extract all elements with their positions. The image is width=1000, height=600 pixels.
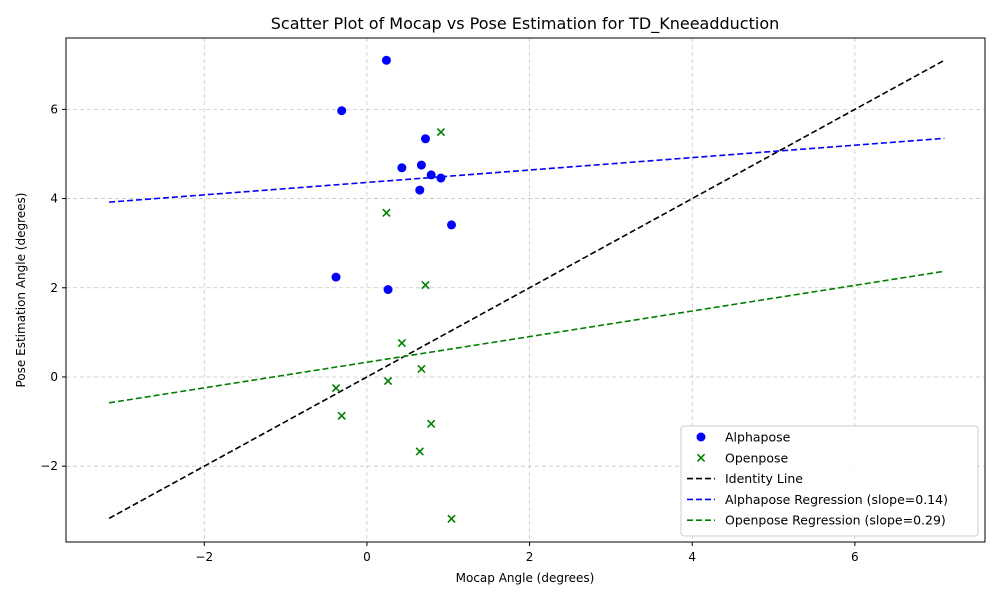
plot-frame bbox=[65, 37, 986, 543]
data-point bbox=[416, 160, 426, 170]
data-point bbox=[331, 272, 341, 282]
y-tick-label: 4 bbox=[50, 192, 58, 206]
marker-stroke bbox=[331, 383, 341, 393]
series-line bbox=[108, 270, 945, 404]
data-point bbox=[415, 185, 425, 195]
data-point bbox=[397, 338, 407, 348]
data-point bbox=[331, 383, 341, 393]
y-axis-label: Pose Estimation Angle (degrees) bbox=[14, 193, 28, 388]
marker-stroke bbox=[436, 127, 446, 137]
data-point bbox=[337, 106, 347, 116]
data-point bbox=[436, 127, 446, 137]
marker-stroke bbox=[337, 411, 346, 420]
axis-ticks: −2 0 2 4 6 −2 0 2 4 6 bbox=[40, 102, 858, 564]
data-point bbox=[382, 208, 391, 218]
data-point bbox=[446, 220, 456, 230]
data-point bbox=[397, 163, 407, 173]
legend-box bbox=[680, 425, 979, 537]
legend-label: Alphapose Regression (slope=0.14) bbox=[725, 492, 948, 507]
marker-stroke bbox=[696, 453, 706, 462]
y-tick-label: 0 bbox=[50, 370, 58, 384]
legend-marker bbox=[696, 432, 706, 442]
data-point bbox=[420, 134, 430, 144]
marker-stroke bbox=[415, 447, 424, 456]
marker-stroke bbox=[447, 514, 456, 523]
chart-title: Scatter Plot of Mocap vs Pose Estimation… bbox=[271, 14, 780, 34]
marker-stroke bbox=[397, 338, 407, 348]
legend-label: Openpose bbox=[725, 450, 788, 465]
data-point bbox=[447, 514, 456, 523]
data-point bbox=[426, 170, 436, 180]
marker-stroke bbox=[426, 419, 436, 428]
data-point bbox=[383, 285, 393, 295]
data-point bbox=[337, 411, 346, 420]
y-tick-label: 6 bbox=[50, 102, 58, 116]
data-point bbox=[381, 55, 391, 65]
series-points bbox=[331, 55, 456, 523]
x-tick-label: −2 bbox=[195, 550, 213, 564]
series-line bbox=[108, 59, 945, 520]
y-tick-label: −2 bbox=[40, 459, 58, 473]
legend: Alphapose Openpose Identity Line Alphapose … bbox=[680, 425, 979, 537]
legend-label: Openpose Regression (slope=0.29) bbox=[725, 513, 946, 528]
data-point bbox=[415, 447, 424, 456]
marker-stroke bbox=[421, 280, 430, 290]
series-line bbox=[109, 137, 945, 203]
data-point bbox=[417, 364, 426, 374]
marker-stroke bbox=[417, 364, 426, 374]
marker-stroke bbox=[382, 208, 391, 218]
data-point bbox=[383, 376, 393, 386]
x-tick-label: 0 bbox=[363, 550, 371, 564]
data-point bbox=[436, 173, 446, 183]
x-tick-label: 6 bbox=[851, 550, 859, 564]
x-tick-label: 2 bbox=[526, 550, 534, 564]
legend-label: Identity Line bbox=[725, 471, 803, 486]
data-point bbox=[426, 419, 436, 428]
x-axis-label: Mocap Angle (degrees) bbox=[456, 571, 595, 585]
legend-label: Alphapose bbox=[725, 430, 791, 445]
marker-stroke bbox=[383, 376, 393, 386]
y-tick-label: 2 bbox=[50, 281, 58, 295]
legend-marker bbox=[696, 453, 706, 462]
series-lines bbox=[108, 59, 945, 520]
data-point bbox=[421, 280, 430, 290]
x-tick-label: 4 bbox=[688, 550, 696, 564]
